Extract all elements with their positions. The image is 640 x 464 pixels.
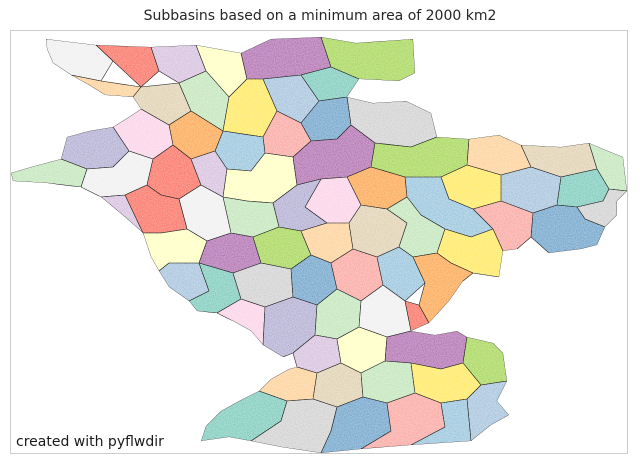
subbasin-polygon: [530, 204, 606, 254]
subbasin-polygon: [95, 44, 160, 88]
subbasin-polygon: [412, 252, 474, 324]
subbasin-polygon: [250, 398, 338, 453]
subbasin-polygon: [300, 66, 360, 102]
credit-text: created with pyflwdir: [16, 434, 164, 450]
subbasin-layer: [11, 37, 627, 453]
subbasin-map: [11, 37, 627, 453]
subbasin-polygon: [200, 390, 288, 442]
subbasin-polygon: [410, 398, 472, 446]
subbasin-polygon: [70, 74, 142, 98]
map-frame: [10, 30, 628, 454]
map-title: Subbasins based on a minimum area of 200…: [143, 8, 497, 24]
subbasin-polygon: [404, 300, 430, 332]
